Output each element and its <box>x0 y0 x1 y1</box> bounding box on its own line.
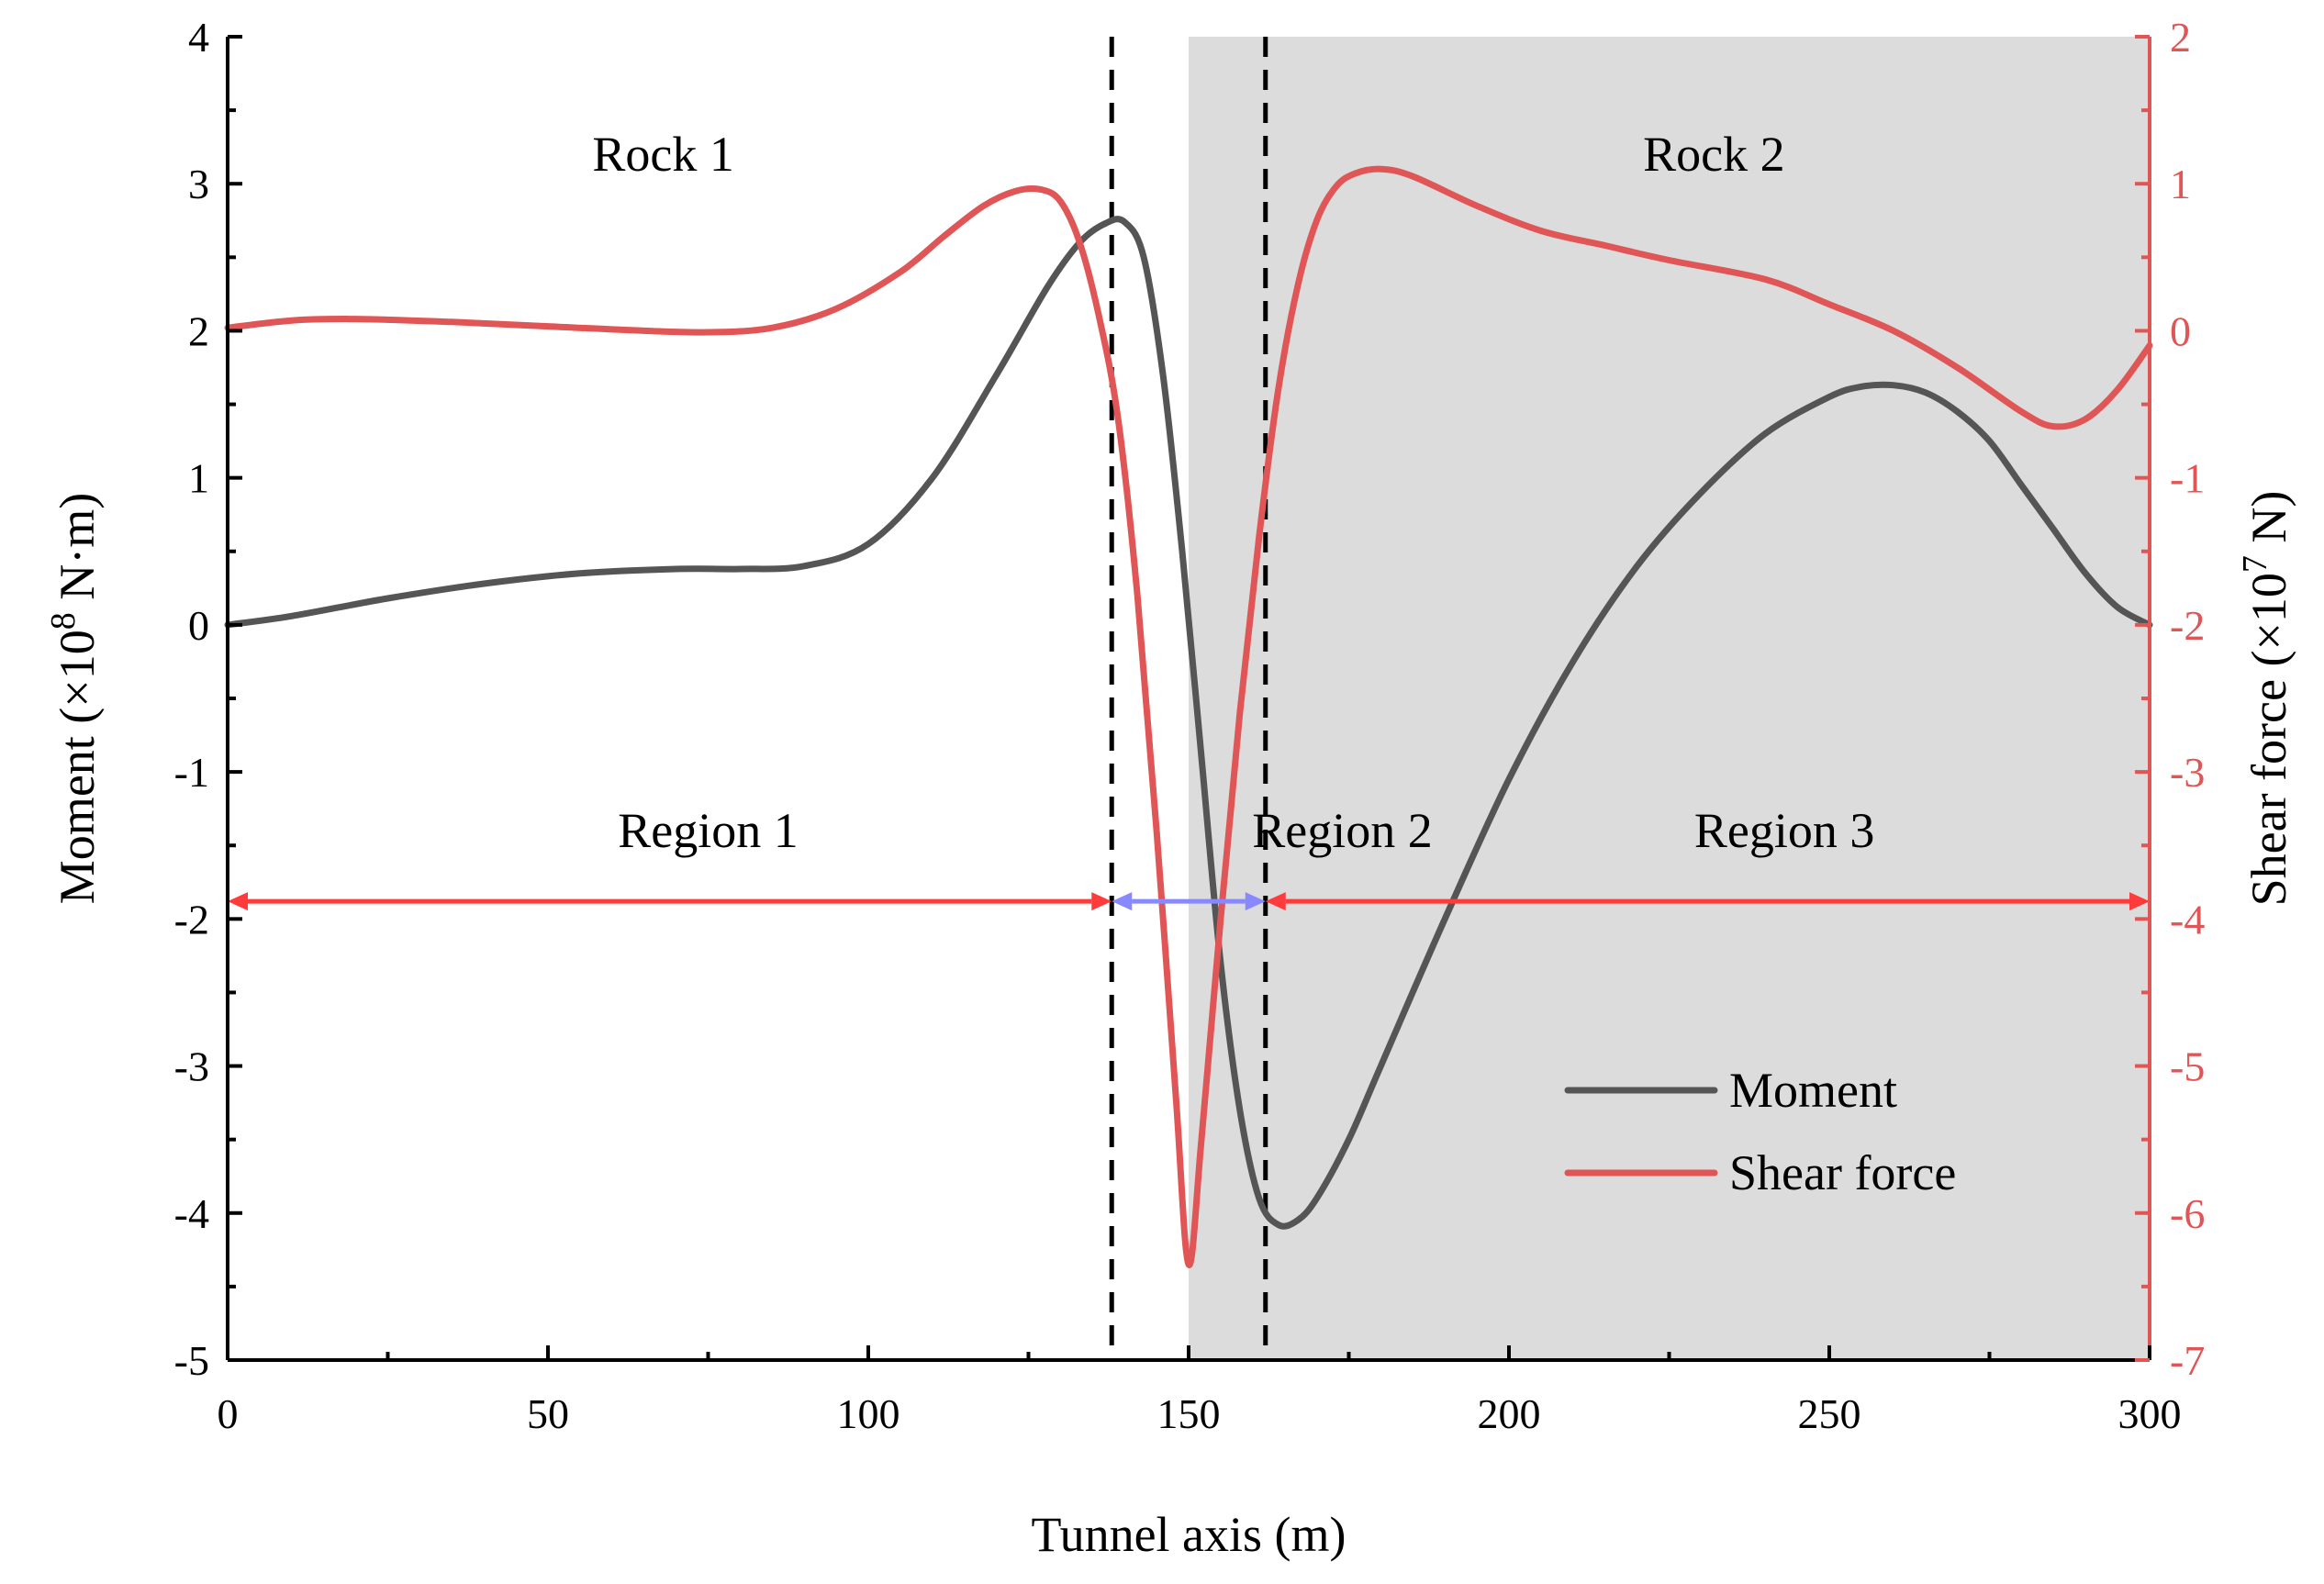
x-tick-label: 150 <box>1157 1390 1221 1437</box>
region-3-arrow-head-left <box>1265 892 1286 911</box>
annotations-layer: Region 1 Region 2 Region 3 Rock 1 Rock 2 <box>592 127 1874 858</box>
y-left-tick-label: 0 <box>188 602 209 649</box>
y-right-tick-label: -4 <box>2170 896 2205 943</box>
y-right-tick-label: -2 <box>2170 602 2205 649</box>
moment-series-line <box>224 216 2153 1230</box>
rock-1-label: Rock 1 <box>592 127 734 182</box>
region-arrows-layer <box>228 892 2150 911</box>
y-left-tick-label: 2 <box>188 307 209 354</box>
y-right-tick-label: 0 <box>2170 307 2191 354</box>
series-layer <box>224 165 2153 1268</box>
y-left-tick-label: -5 <box>174 1337 209 1384</box>
y-left-tick-label: -4 <box>174 1190 209 1237</box>
x-tick-label: 200 <box>1478 1390 1541 1437</box>
y-right-axis-title: Shear force (×107 N) <box>2236 491 2296 907</box>
rock-2-shaded-area <box>1189 37 2150 1360</box>
y-left-tick-label: 1 <box>188 455 209 502</box>
x-axis-title: Tunnel axis (m) <box>1031 1507 1346 1562</box>
y-right-tick-label: -5 <box>2170 1043 2205 1090</box>
x-tick-label: 250 <box>1798 1390 1861 1437</box>
region-1-arrow-head-right <box>1091 892 1112 911</box>
shaded-region-layer <box>1189 37 2150 1360</box>
region-3-label: Region 3 <box>1694 803 1875 858</box>
dashed-lines-layer <box>1109 37 1268 1360</box>
y-right-tick-label: -3 <box>2170 749 2205 796</box>
region-1-label: Region 1 <box>618 803 799 858</box>
y-right-tick-label: -1 <box>2170 455 2205 502</box>
y-right-tick-label: 2 <box>2170 14 2191 61</box>
y-left-axis-title: Moment (×108 N·m) <box>44 493 105 904</box>
legend-label-2: Shear force <box>1729 1145 1956 1200</box>
legend-label-1: Moment <box>1729 1063 1897 1118</box>
region-2-label: Region 2 <box>1252 803 1433 858</box>
y-left-tick-label: -2 <box>174 896 209 943</box>
legend: Moment Shear force <box>1564 1063 1956 1200</box>
axes-layer: 0 50 100 150 200 250 300 4 3 2 1 0 -1 -2 -3 -4 -5 2 1 0 -1 -2… <box>44 14 2296 1562</box>
shear-force-series-line <box>224 165 2153 1268</box>
y-right-tick-label: -7 <box>2170 1337 2205 1384</box>
y-left-tick-label: 4 <box>188 14 209 61</box>
x-tick-label: 100 <box>837 1390 900 1437</box>
y-right-tick-label: -6 <box>2170 1190 2205 1237</box>
rock-2-label: Rock 2 <box>1643 127 1785 182</box>
x-tick-label: 50 <box>527 1390 569 1437</box>
region-3-arrow-head-right <box>2129 892 2150 911</box>
x-tick-label: 0 <box>218 1390 239 1437</box>
y-right-tick-label: 1 <box>2170 161 2191 207</box>
region-2-arrow-head-right <box>1245 892 1266 911</box>
y-left-tick-label: -3 <box>174 1043 209 1090</box>
y-left-tick-label: -1 <box>174 749 209 796</box>
region-1-arrow-head-left <box>228 892 248 911</box>
region-2-arrow-head-left <box>1112 892 1133 911</box>
x-tick-label: 300 <box>2118 1390 2182 1437</box>
y-left-tick-label: 3 <box>188 161 209 207</box>
